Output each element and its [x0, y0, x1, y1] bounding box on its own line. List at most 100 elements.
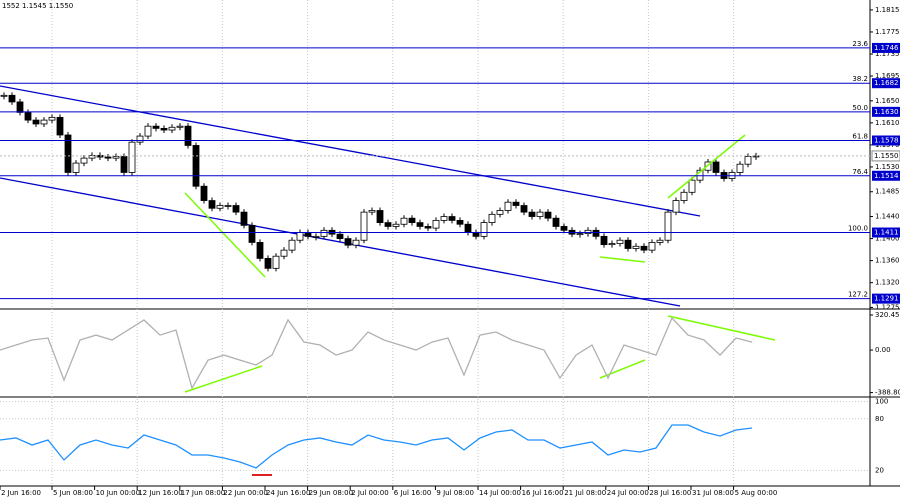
candle [336, 233, 344, 239]
candle [576, 233, 584, 236]
candle [736, 163, 744, 173]
candle [680, 191, 688, 201]
y-tick-label: 1.1360 [875, 257, 900, 265]
current-price-label: 1.1550 [874, 152, 899, 160]
price-box [872, 78, 900, 89]
candles [0, 92, 760, 272]
y-tick-label: 1.1275 [875, 303, 900, 311]
channel-line [0, 85, 701, 217]
fib-ratio: 50.0 [852, 104, 868, 112]
candle [744, 156, 752, 165]
x-tick-label: 31 Jul 08:00 [692, 489, 734, 497]
candle [32, 119, 40, 125]
candle [648, 242, 656, 251]
candle [544, 211, 552, 219]
divergence-line [667, 315, 776, 341]
candle [376, 210, 384, 223]
x-tick-label: 28 Jul 16:00 [649, 489, 691, 497]
x-tick-label: 24 Jul 00:00 [607, 489, 649, 497]
y-tick-label: 100 [875, 398, 888, 406]
candle [24, 112, 32, 121]
y-tick-label: 20 [875, 466, 884, 474]
candle [528, 211, 536, 217]
y-tick-label: 1.1530 [875, 163, 900, 171]
candle [488, 213, 496, 223]
header-text: 1552 1.1545 1.1550 [2, 2, 73, 10]
candle [40, 119, 48, 125]
candle [240, 211, 248, 226]
candle [200, 185, 208, 201]
divergence-line [667, 134, 746, 199]
candle [352, 239, 360, 246]
candle [552, 217, 560, 227]
grid [0, 0, 870, 486]
candle [472, 232, 480, 237]
candle [712, 161, 720, 173]
candle [232, 205, 240, 213]
fib-ratio: 38.2 [852, 75, 868, 83]
y-tick-label: 1.1650 [875, 97, 900, 105]
x-tick-label: 17 Jun 08:00 [181, 489, 225, 497]
x-tick-label: 24 Jun 16:00 [266, 489, 310, 497]
candle [408, 217, 416, 223]
x-tick-label: 21 Jul 08:00 [564, 489, 606, 497]
candle [216, 205, 224, 209]
candle [104, 156, 112, 159]
candle [688, 179, 696, 193]
candle [304, 232, 312, 237]
candle [512, 201, 520, 206]
candle [600, 235, 608, 246]
price-box-label: 1.1746 [874, 44, 899, 52]
candle [400, 217, 408, 225]
x-tick-label: 16 Jul 16:00 [522, 489, 564, 497]
price-box [872, 106, 900, 117]
candle [656, 239, 664, 243]
fib-ratio: 76.4 [852, 168, 868, 176]
x-tick-label: 22 Jun 00:00 [223, 489, 267, 497]
candle [496, 210, 504, 215]
cci-line [0, 316, 753, 390]
price-box [872, 135, 900, 146]
candle [184, 125, 192, 146]
y-tick-label: 0.00 [875, 346, 891, 354]
candle [88, 154, 96, 159]
price-box [872, 42, 900, 53]
candle [168, 126, 176, 131]
candle [56, 116, 64, 136]
candle [64, 134, 72, 173]
divergence-line [599, 359, 646, 379]
price-box [872, 170, 900, 181]
rsi-line [0, 424, 753, 469]
candle [8, 94, 16, 103]
candle [272, 255, 280, 269]
price-box-label: 1.1578 [874, 137, 899, 145]
candle [112, 156, 120, 159]
candle [672, 200, 680, 213]
candle [144, 125, 152, 137]
candle [464, 223, 472, 233]
price-box-label: 1.1630 [874, 108, 899, 116]
candle [0, 94, 8, 97]
candle [536, 211, 544, 217]
y-tick-label: 1.1400 [875, 235, 900, 243]
candle [664, 211, 672, 241]
candle [192, 145, 200, 187]
fib-ratio: 61.8 [852, 133, 868, 141]
candle [280, 249, 288, 257]
candle [632, 245, 640, 249]
candle [592, 229, 600, 237]
price-box-label: 1.1514 [874, 172, 899, 180]
candle [128, 141, 136, 173]
price-box [872, 293, 900, 304]
candle [72, 162, 80, 173]
candle [640, 245, 648, 251]
y-tick-label: 1.1485 [875, 188, 900, 196]
candle [208, 200, 216, 209]
current-price-box [871, 150, 900, 162]
candle [264, 258, 272, 269]
candle [320, 229, 328, 237]
x-tick-label: 5 Aug 00:00 [735, 489, 778, 497]
x-tick-label: 2 Jun 16:00 [1, 489, 41, 497]
